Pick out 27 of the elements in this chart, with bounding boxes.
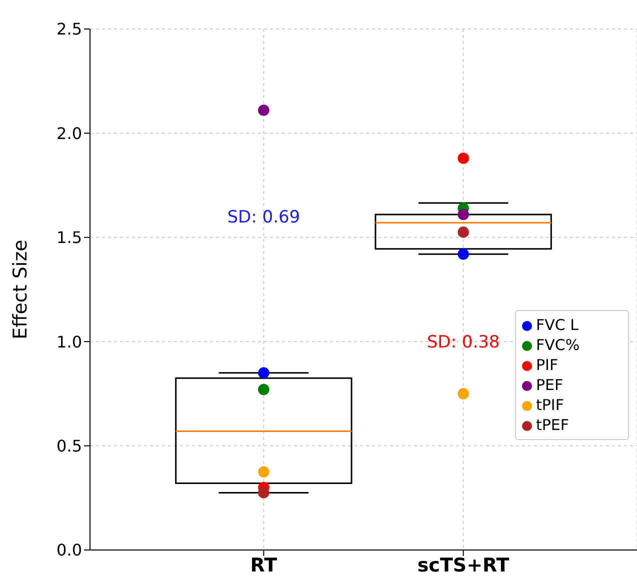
legend-label: PEF: [536, 376, 564, 394]
legend-label: tPEF: [536, 416, 570, 434]
y-tick-label: 2.0: [56, 124, 82, 143]
y-tick-label: 0.0: [56, 540, 82, 560]
annotation: SD: 0.69: [227, 208, 300, 228]
point: [458, 208, 469, 220]
y-tick-label: 2.5: [56, 20, 82, 39]
point: [458, 248, 469, 260]
point: [258, 487, 270, 498]
x-tick-label: RT: [250, 554, 278, 576]
legend-label: FVC L: [536, 316, 578, 334]
legend-label: tPIF: [536, 396, 564, 414]
point: [258, 104, 270, 116]
x-tick-label: scTS+RT: [417, 554, 510, 576]
legend-label: PIF: [536, 356, 558, 374]
point: [258, 367, 270, 378]
point: [458, 388, 469, 400]
y-tick-label: 1.0: [56, 332, 82, 352]
point: [258, 384, 270, 396]
y-axis-title: Effect Size: [10, 240, 32, 340]
y-tick-label: 1.5: [56, 228, 82, 248]
point: [258, 466, 270, 478]
legend-label: FVC%: [536, 336, 580, 354]
annotation: SD: 0.38: [426, 332, 500, 353]
point: [458, 152, 469, 164]
point: [458, 226, 469, 238]
y-tick-label: 0.5: [56, 436, 82, 456]
